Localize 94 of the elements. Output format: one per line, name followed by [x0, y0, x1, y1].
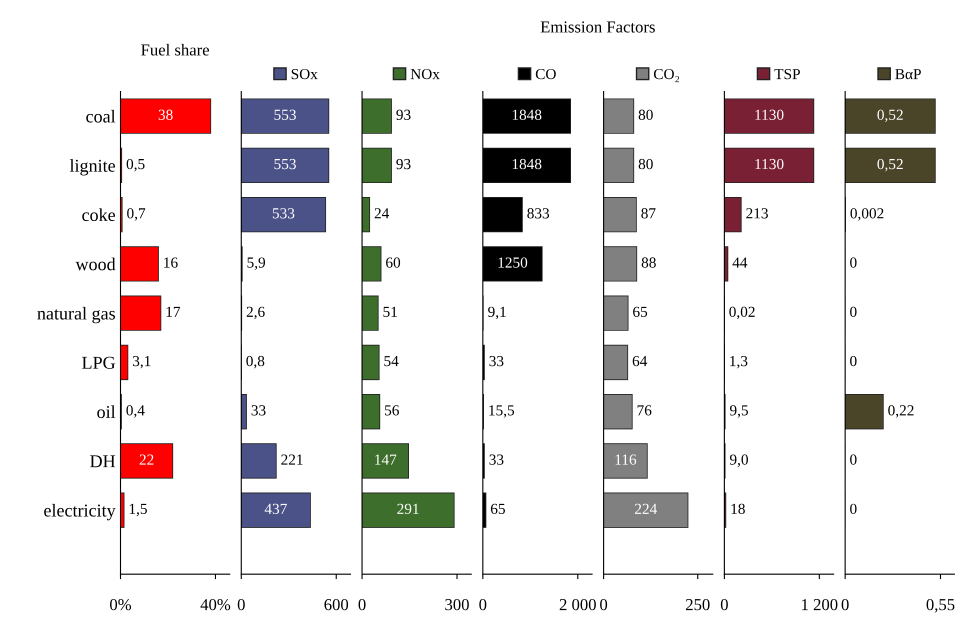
data-label: 56: [385, 405, 399, 416]
data-label: 0,5: [126, 158, 145, 172]
data-label: 221: [281, 454, 303, 465]
data-label: 0: [850, 454, 857, 465]
data-label: 1130: [755, 110, 784, 120]
x-tick-label: 600: [324, 598, 348, 610]
x-tick-label: 250: [686, 598, 710, 610]
data-label: 33: [252, 405, 266, 416]
x-tick-label: 0: [238, 598, 245, 610]
y-tick-label: coke: [82, 208, 116, 222]
x-tick-label: 0,55: [926, 598, 954, 613]
data-label: 0,02: [729, 306, 755, 320]
data-label: 1250: [498, 257, 528, 268]
data-label: 80: [638, 158, 653, 170]
x-tick-label: 2 000: [560, 598, 596, 610]
x-tick-label: 0: [600, 598, 608, 610]
legend-label: SOx: [292, 68, 318, 80]
data-label: 0: [850, 356, 857, 366]
data-label: 224: [634, 504, 657, 514]
data-label: 0,8: [246, 356, 264, 368]
data-label: 65: [633, 306, 648, 317]
legend-label: CO: [536, 68, 556, 80]
data-label: 18: [732, 504, 745, 514]
y-tick-label: coal: [86, 110, 116, 123]
data-label: 54: [384, 356, 399, 366]
y-tick-label: oil: [97, 405, 116, 418]
data-label: 3,1: [132, 356, 150, 368]
data-label: 1848: [512, 110, 542, 120]
data-label: 44: [732, 258, 748, 268]
data-label: 291: [397, 504, 419, 514]
data-label: 15,5: [489, 405, 514, 418]
y-tick-label: LPG: [82, 356, 116, 369]
data-label: 437: [264, 504, 287, 514]
y-tick-label: lignite: [70, 159, 116, 176]
data-label: 22: [140, 454, 154, 465]
data-label: 88: [642, 257, 656, 268]
text: Emission Factors: [540, 21, 655, 33]
y-tick-label: wood: [76, 258, 116, 270]
data-label: 65: [490, 504, 505, 514]
data-label: 553: [274, 110, 296, 120]
x-tick-label: 0: [842, 598, 849, 610]
data-label: 0,52: [877, 110, 903, 122]
data-label: 33: [489, 454, 504, 465]
x-tick-label: 300: [445, 598, 469, 610]
legend-label: TSP: [774, 68, 800, 80]
data-label: 64: [632, 356, 648, 366]
y-tick-label: natural gas: [37, 306, 115, 324]
data-label: 833: [527, 208, 550, 218]
data-label: 0,52: [877, 158, 903, 172]
data-label: 553: [274, 158, 296, 170]
data-label: 1130: [755, 158, 784, 170]
data-label: 213: [746, 208, 768, 218]
y-tick-label: electricity: [44, 504, 116, 520]
data-label: 60: [386, 257, 400, 268]
data-label: 0,4: [126, 405, 145, 418]
chart-title: Fuel share: [141, 44, 210, 56]
data-label: 0,002: [850, 208, 884, 221]
data-label: 5,9: [247, 257, 266, 270]
x-tick-label: 0%: [110, 598, 132, 610]
x-tick-label: 0: [720, 598, 728, 610]
data-label: 93: [396, 158, 411, 170]
data-label: 533: [272, 208, 294, 218]
data-label: 80: [638, 110, 653, 120]
data-label: 38: [158, 110, 173, 120]
data-label: 24: [374, 208, 390, 218]
data-label: 0: [850, 257, 857, 268]
data-label: 2,6: [246, 306, 265, 320]
data-label: 0: [850, 504, 857, 514]
legend-label: CO₂: [654, 68, 680, 82]
data-label: 17: [166, 306, 180, 317]
x-tick-label: 0: [358, 598, 366, 610]
data-label: 93: [396, 110, 411, 120]
x-tick-label: 1 200: [802, 598, 838, 610]
data-label: 1,5: [130, 504, 147, 516]
data-label: 9,5: [730, 405, 748, 418]
data-label: 1848: [512, 158, 542, 170]
legend-label: NOx: [410, 68, 440, 80]
data-label: 9,1: [488, 306, 506, 320]
data-label: 87: [641, 208, 656, 218]
x-tick-label: 40%: [200, 598, 230, 610]
x-tick-label: 0: [479, 598, 486, 610]
data-label: 147: [375, 454, 396, 465]
data-label: 1,3: [730, 356, 748, 368]
data-label: 33: [489, 356, 504, 366]
data-label: 0,22: [888, 405, 914, 418]
y-tick-label: DH: [90, 455, 116, 468]
data-label: 76: [638, 405, 652, 416]
data-label: 9,0: [730, 454, 748, 467]
data-label: 116: [616, 454, 636, 465]
data-label: 51: [383, 306, 397, 317]
data-label: 0: [850, 306, 857, 317]
legend-label: BαP: [895, 69, 921, 80]
data-label: 16: [164, 257, 178, 268]
data-label: 0,7: [127, 208, 146, 221]
